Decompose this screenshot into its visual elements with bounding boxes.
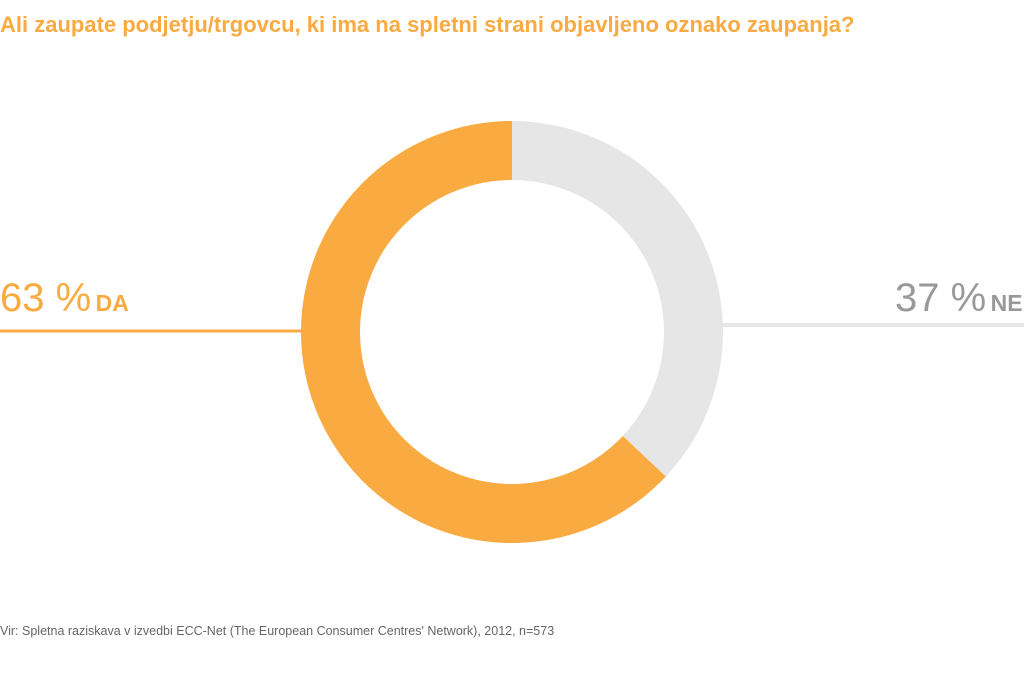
slice-da	[301, 121, 666, 543]
source-note: Vir: Spletna raziskava v izvedbi ECC-Net…	[0, 624, 555, 638]
value-label-da: 63 %	[0, 276, 92, 320]
label-ne: 37 % NE	[895, 276, 1023, 321]
value-label-ne: 37 %	[895, 276, 987, 320]
category-label-da: DA	[95, 290, 129, 316]
label-da: 63 % DA	[0, 276, 129, 321]
slice-ne	[512, 121, 724, 477]
chart-title: Ali zaupate podjetju/trgovcu, ki ima na …	[0, 12, 855, 37]
category-label-ne: NE	[990, 290, 1023, 316]
